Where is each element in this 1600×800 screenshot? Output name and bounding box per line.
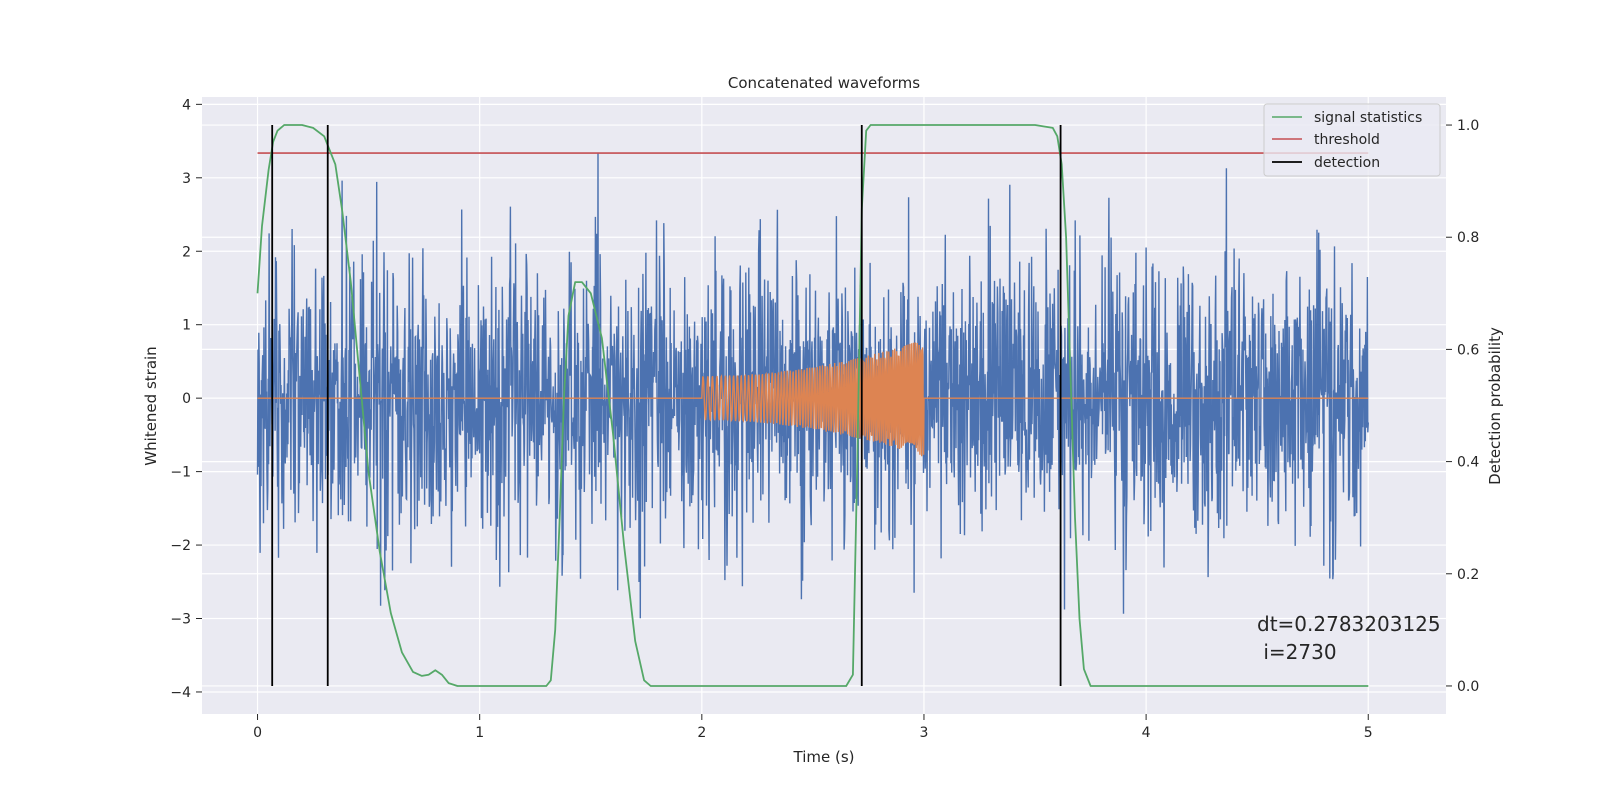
legend: signal statistics threshold detection bbox=[1263, 103, 1441, 177]
chart-title: Concatenated waveforms bbox=[728, 74, 920, 92]
signal-statistics-line bbox=[256, 124, 1369, 687]
y-right-tick-label: 0.4 bbox=[1457, 455, 1479, 471]
y-right-tick-label: 0.6 bbox=[1457, 342, 1479, 358]
y-tick-label: −2 bbox=[170, 538, 191, 554]
y-right-tick-label: 0.8 bbox=[1457, 230, 1479, 246]
y-right-tick-label: 0.2 bbox=[1457, 567, 1479, 583]
y-right-tick-label: 0.0 bbox=[1457, 679, 1479, 695]
y-tick-label: −1 bbox=[170, 465, 191, 481]
legend-label-signal-statistics: signal statistics bbox=[1314, 110, 1422, 126]
y-right-tick-label: 1.0 bbox=[1457, 118, 1479, 134]
y-tick-label: −3 bbox=[170, 612, 191, 628]
x-tick-label: 4 bbox=[1142, 725, 1151, 741]
x-axis-label: Time (s) bbox=[793, 748, 855, 766]
strain-series bbox=[256, 153, 1369, 619]
y-axis-ticks: −4 −3 −2 −1 0 1 2 3 4 bbox=[170, 97, 202, 701]
strain-line bbox=[256, 153, 1369, 619]
y-tick-label: 0 bbox=[182, 391, 191, 407]
y-tick-label: 1 bbox=[182, 318, 191, 334]
y-right-axis-label: Detection probability bbox=[1486, 327, 1504, 485]
y-tick-label: 2 bbox=[182, 244, 191, 260]
template-line bbox=[257, 342, 1369, 457]
legend-label-detection: detection bbox=[1314, 155, 1380, 171]
x-tick-label: 3 bbox=[920, 725, 929, 741]
x-axis-ticks: 0 1 2 3 4 5 bbox=[253, 714, 1373, 741]
y-tick-label: 4 bbox=[182, 97, 191, 113]
legend-label-threshold: threshold bbox=[1314, 132, 1380, 148]
y-right-axis-ticks: 0.0 0.2 0.4 0.6 0.8 1.0 bbox=[1446, 118, 1479, 695]
legend-box bbox=[1263, 103, 1441, 177]
y-tick-label: 3 bbox=[182, 171, 191, 187]
detection-series bbox=[271, 125, 1062, 686]
y-tick-label: −4 bbox=[170, 685, 191, 701]
x-tick-label: 0 bbox=[253, 725, 262, 741]
template-series bbox=[257, 342, 1369, 457]
annotation-index: i=2730 bbox=[1257, 640, 1337, 664]
x-tick-label: 5 bbox=[1364, 725, 1373, 741]
y-axis-label: Whitened strain bbox=[142, 346, 160, 465]
x-tick-label: 1 bbox=[475, 725, 484, 741]
x-tick-label: 2 bbox=[697, 725, 706, 741]
signal-statistics-series bbox=[256, 124, 1369, 687]
annotation-dt: dt=0.2783203125 bbox=[1257, 612, 1441, 636]
